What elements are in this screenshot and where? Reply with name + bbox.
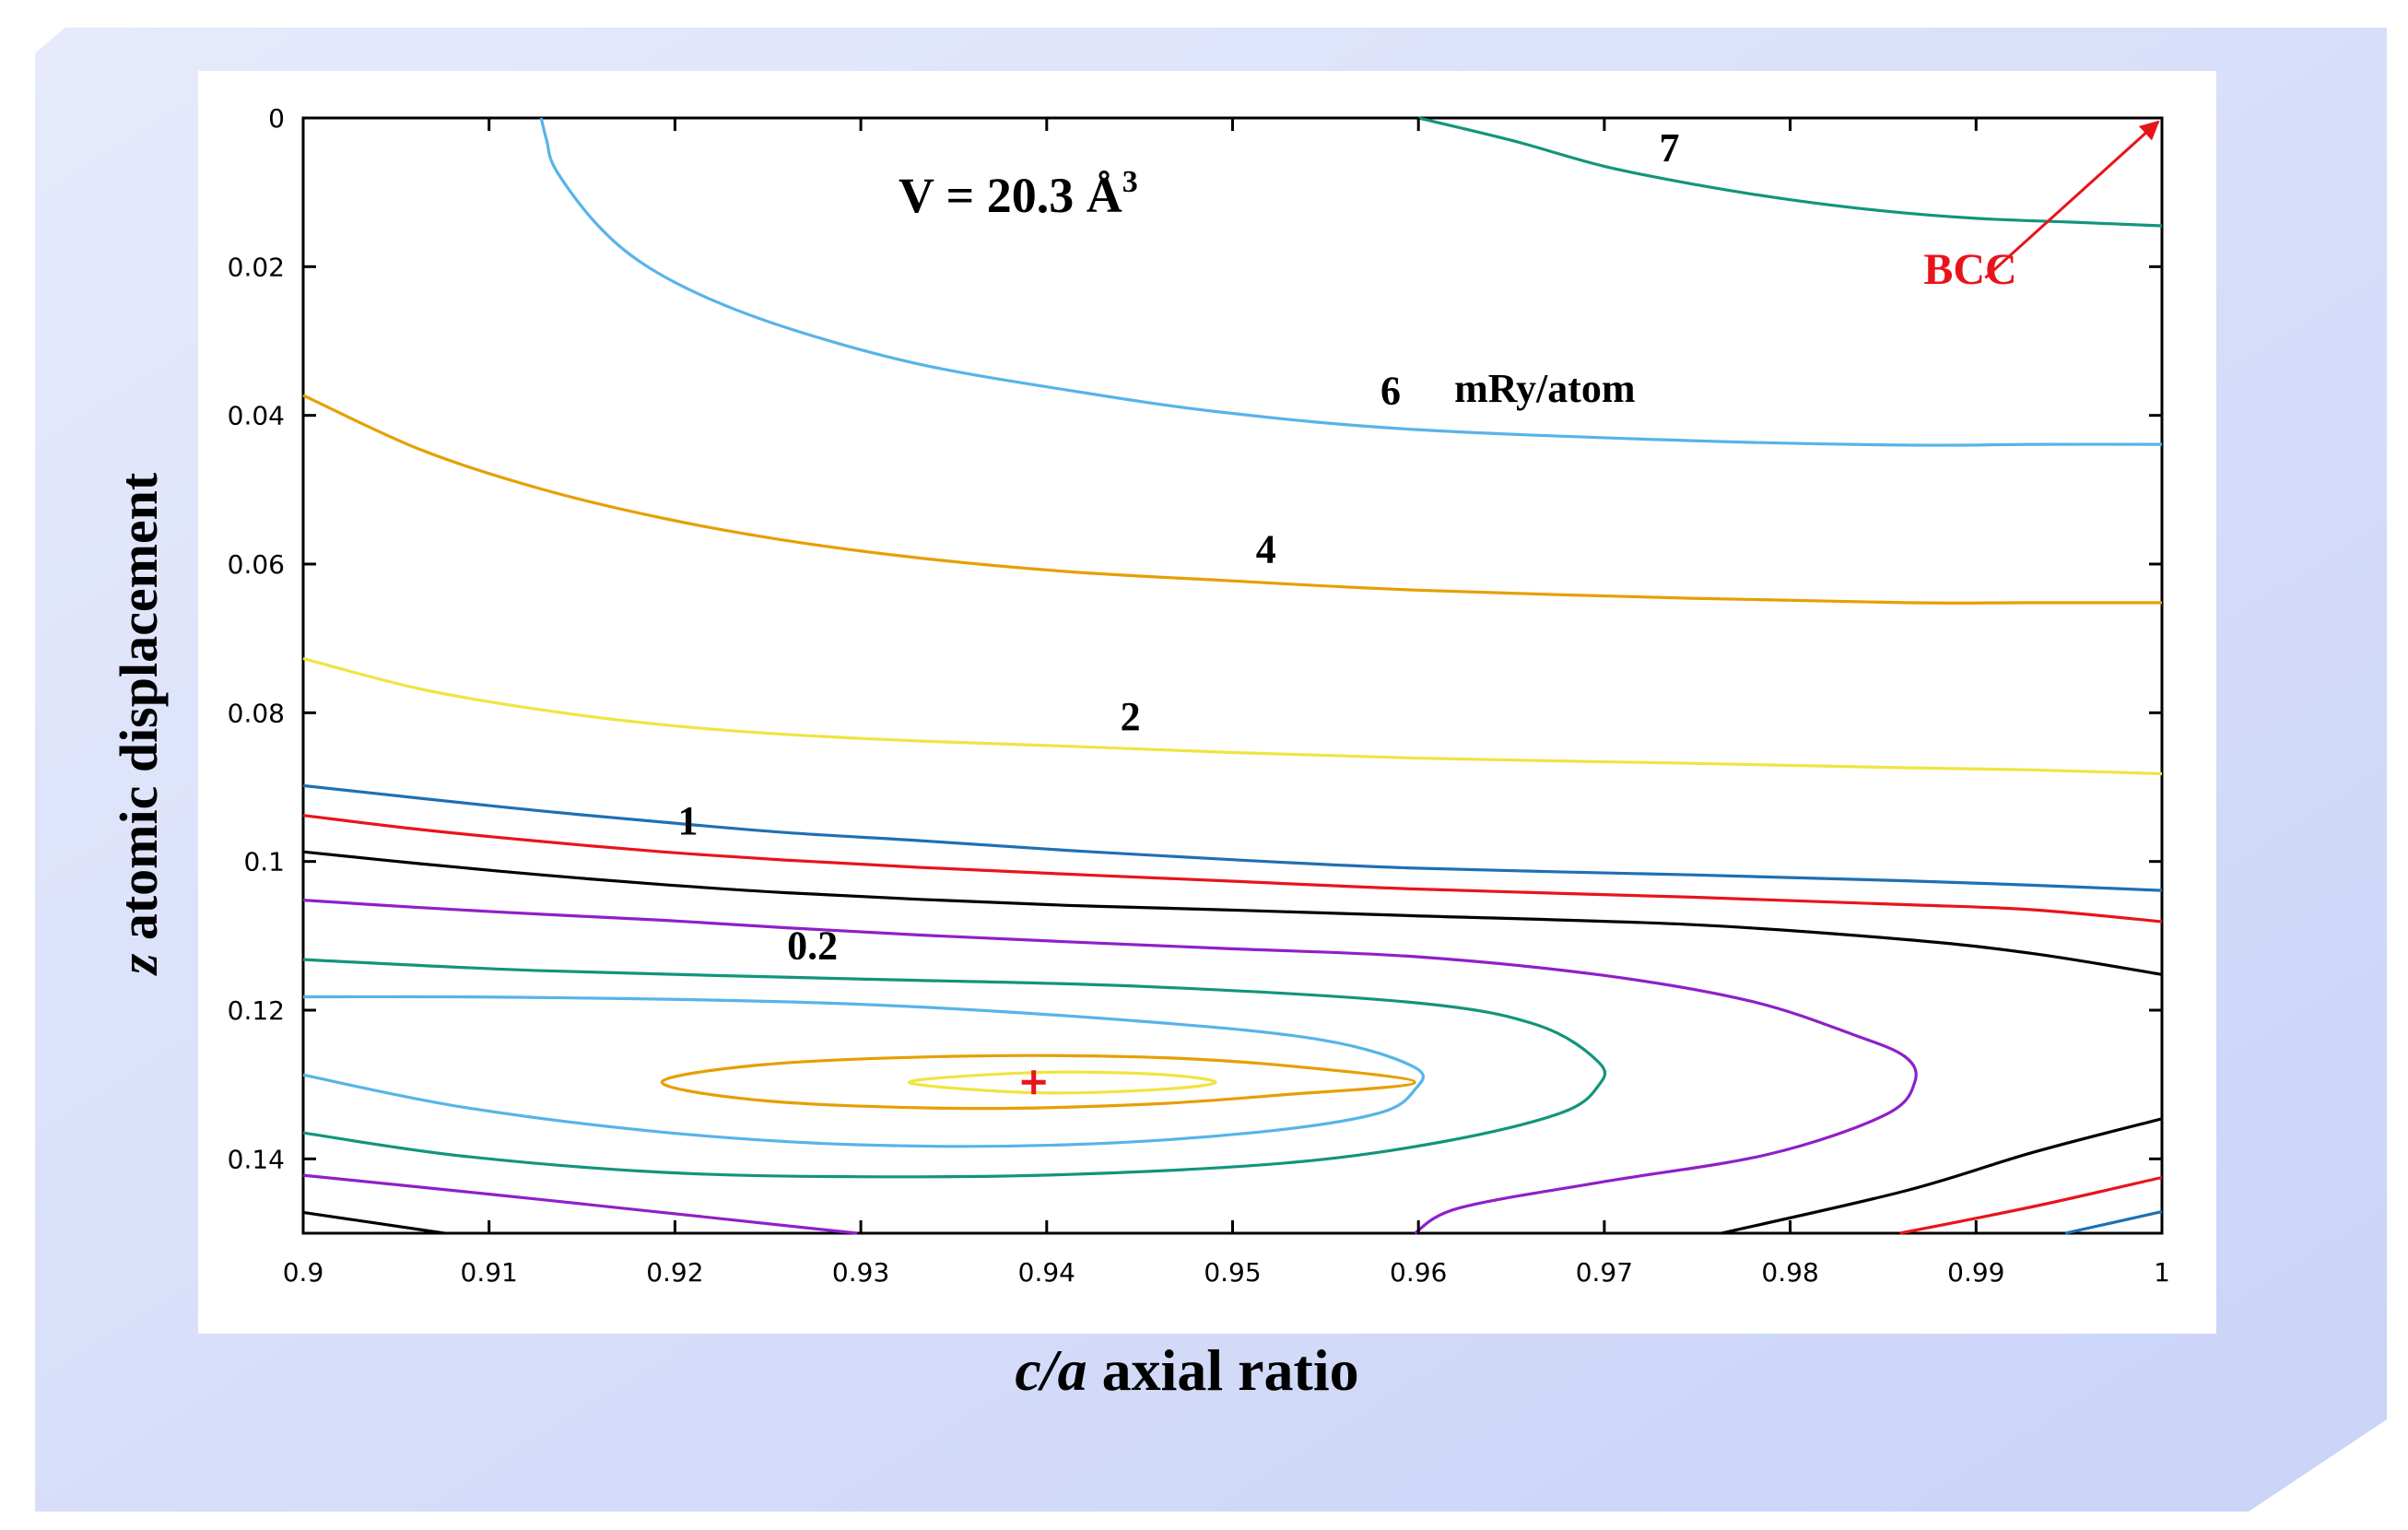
x-axis-label-italic: c/a [1015, 1337, 1087, 1403]
contour-line-0_05 [302, 994, 1425, 1148]
x-axis-label-rest: axial ratio [1087, 1337, 1359, 1403]
contour-line-1-right [2064, 1210, 2163, 1235]
x-tick-label: 1 [2154, 1257, 2170, 1288]
x-tick-label: 0.97 [1576, 1257, 1633, 1288]
contour-label: 1 [678, 798, 699, 843]
contour-line-0_4 [302, 850, 2163, 976]
y-axis-label-rest: atomic displacement [109, 472, 169, 954]
y-tick-label: 0.04 [228, 401, 285, 431]
x-tick-label: 0.96 [1390, 1257, 1447, 1288]
contour-label: mRy/atom [1454, 366, 1635, 411]
x-tick-label: 0.98 [1761, 1257, 1818, 1288]
bcc-label: BCC [1923, 245, 2016, 294]
y-tick-label: 0 [268, 103, 285, 134]
contour-line-0_6 [302, 814, 2163, 924]
chart-title-main: V = 20.3 Å [899, 168, 1122, 223]
contour-line-7 [1417, 116, 2163, 228]
y-axis-label-italic: z [109, 953, 169, 976]
y-tick-label: 0.1 [243, 847, 285, 877]
y-tick-label: 0.12 [228, 995, 285, 1026]
contour-label: 7 [1659, 125, 1679, 171]
x-axis-label: c/a axial ratio [1015, 1337, 1358, 1403]
contour-labels: 7 6 mRy/atom 4 2 1 0.2 [678, 125, 1680, 969]
contour-line-4 [302, 394, 2162, 605]
x-tick-label: 0.91 [461, 1257, 518, 1288]
chart-title-superscript: 3 [1122, 165, 1138, 199]
contour-line-0_02 [660, 1053, 1416, 1111]
x-axis: 0.9 0.91 0.92 0.93 0.94 0.95 0.96 0.97 0.98 0.99 1 [283, 118, 2170, 1288]
minimum-marker [1021, 1070, 1046, 1095]
bcc-arrow [1984, 120, 2160, 279]
plot-card [198, 71, 2216, 1334]
x-tick-label: 0.92 [646, 1257, 703, 1288]
contour-line-1 [302, 783, 2163, 892]
x-tick-label: 0.93 [832, 1257, 889, 1288]
contour-label: 2 [1121, 694, 1141, 739]
y-axis-label: z atomic displacement [109, 472, 169, 976]
x-tick-label: 0.9 [283, 1257, 324, 1288]
contour-label: 4 [1256, 526, 1276, 571]
contour-line-0_1 [302, 958, 1607, 1179]
x-tick-label: 0.99 [1947, 1257, 2004, 1288]
x-tick-label: 0.95 [1204, 1257, 1261, 1288]
y-axis: 0 0.02 0.04 0.06 0.08 0.1 0.12 0.14 [228, 103, 2162, 1174]
contour-line-0_2 [302, 899, 1918, 1235]
contour-line-6 [539, 117, 2163, 447]
contour-label: 0.2 [787, 923, 838, 968]
y-tick-label: 0.02 [228, 252, 285, 282]
chart-title: V = 20.3 Å3 [899, 165, 1138, 223]
contour-line-0_6-right [1899, 1175, 2163, 1235]
y-tick-label: 0.06 [228, 549, 285, 580]
y-tick-label: 0.08 [228, 698, 285, 728]
x-tick-label: 0.94 [1018, 1257, 1075, 1288]
contour-line-0_4-lower [302, 1210, 445, 1235]
contour-line-0_4-right [1721, 1117, 2163, 1235]
contour-line-0_2-lower [302, 1173, 858, 1235]
contour-line-2 [302, 656, 2163, 776]
contour-label: 6 [1380, 369, 1401, 414]
y-tick-label: 0.14 [228, 1144, 285, 1174]
